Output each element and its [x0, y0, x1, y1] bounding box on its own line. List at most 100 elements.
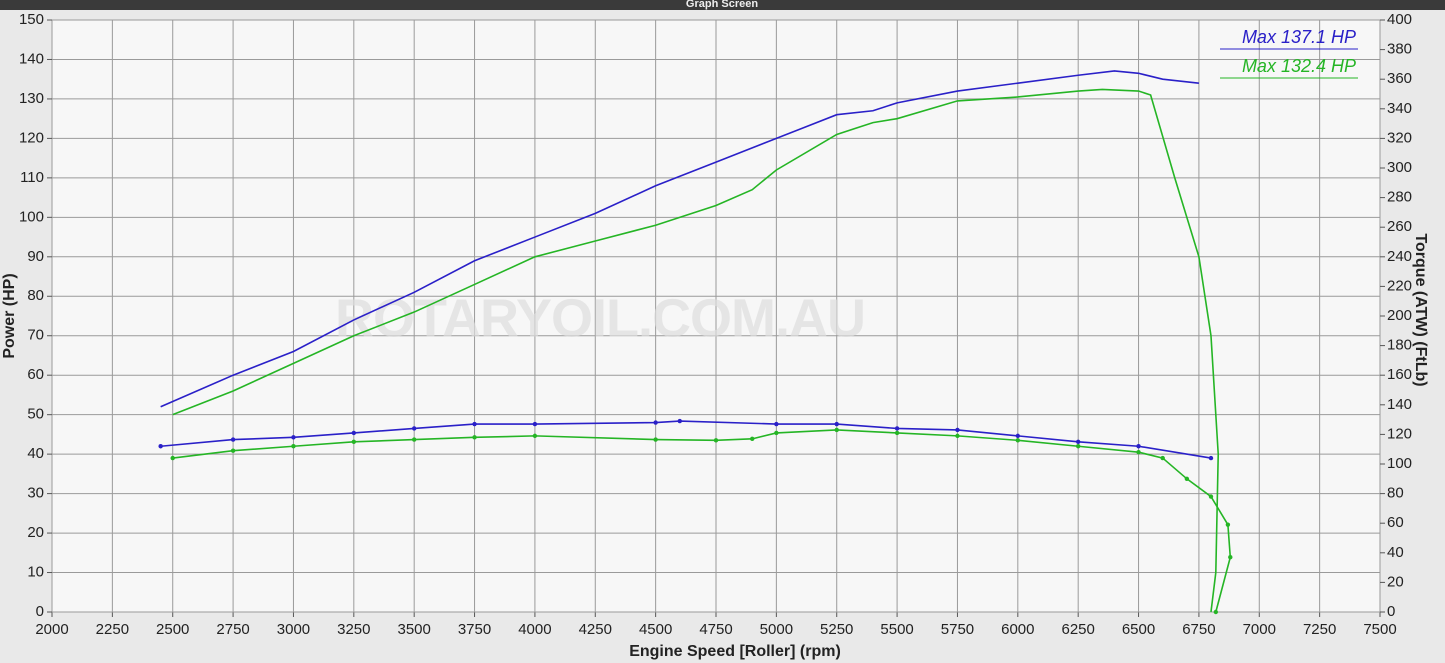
y-tick-label: 0 — [36, 603, 44, 620]
x-tick-label: 2750 — [216, 621, 249, 638]
x-tick-label: 7250 — [1303, 621, 1336, 638]
point — [653, 437, 658, 442]
y-tick-label: 60 — [27, 366, 44, 383]
x-tick-label: 4500 — [639, 621, 672, 638]
point — [170, 455, 175, 461]
y2-tick-label: 240 — [1387, 248, 1412, 265]
y2-tick-label: 40 — [1387, 544, 1404, 561]
x-axis-title: Engine Speed [Roller] (rpm) — [629, 643, 841, 660]
x-tick-label: 6250 — [1061, 621, 1094, 638]
point — [411, 426, 417, 431]
y-tick-label: 80 — [27, 287, 44, 304]
x-tick-label: 3750 — [458, 621, 491, 638]
x-tick-label: 3000 — [277, 621, 310, 638]
y2-tick-label: 300 — [1387, 159, 1412, 176]
point — [1015, 438, 1021, 443]
x-tick-label: 6000 — [1001, 621, 1034, 638]
y-tick-label: 150 — [19, 11, 44, 28]
point — [713, 438, 719, 443]
x-tick-label: 6500 — [1122, 621, 1155, 638]
x-tick-label: 4750 — [699, 621, 732, 638]
series-line — [160, 70, 1199, 408]
window-title: Graph Screen — [686, 0, 758, 10]
series-line — [172, 88, 1220, 613]
point — [677, 418, 682, 424]
point — [1225, 522, 1231, 527]
x-tick-label: 5250 — [820, 621, 853, 638]
point — [955, 427, 960, 433]
y-tick-label: 100 — [19, 208, 44, 225]
y2-tick-label: 200 — [1387, 307, 1412, 324]
y-tick-label: 50 — [27, 406, 44, 423]
point — [750, 436, 755, 442]
y2-tick-label: 160 — [1387, 366, 1412, 383]
x-tick-label: 5000 — [760, 621, 793, 638]
y2-tick-label: 320 — [1387, 129, 1412, 146]
x-tick-label: 2500 — [156, 621, 189, 638]
point — [774, 430, 779, 436]
point — [472, 435, 477, 440]
x-tick-label: 5500 — [880, 621, 913, 638]
x-tick-label: 3250 — [337, 621, 370, 638]
x-tick-label: 4250 — [579, 621, 612, 638]
point — [1075, 444, 1081, 449]
x-tick-label: 7500 — [1363, 621, 1396, 638]
x-tick-label: 4000 — [518, 621, 551, 638]
y-tick-label: 120 — [19, 129, 44, 146]
point — [1208, 494, 1214, 499]
y2-tick-label: 20 — [1387, 573, 1404, 590]
y2-tick-label: 340 — [1387, 100, 1412, 117]
y-tick-label: 40 — [27, 445, 44, 462]
point — [1136, 449, 1141, 455]
y2-tick-label: 140 — [1387, 396, 1412, 413]
x-tick-label: 6750 — [1182, 621, 1215, 638]
y-tick-label: 130 — [19, 90, 44, 107]
annotation: Max 137.1 HP — [1242, 27, 1356, 47]
y-tick-label: 90 — [27, 248, 44, 265]
x-tick-label: 7000 — [1243, 621, 1276, 638]
y2-tick-label: 380 — [1387, 41, 1412, 58]
y-tick-label: 70 — [27, 327, 44, 344]
y2-tick-label: 280 — [1387, 189, 1412, 206]
y2-tick-label: 60 — [1387, 514, 1404, 531]
point — [834, 421, 839, 427]
x-tick-label: 2000 — [35, 621, 68, 638]
y2-tick-label: 360 — [1387, 70, 1412, 87]
point — [158, 444, 163, 449]
y-tick-label: 20 — [27, 524, 44, 541]
y2-tick-label: 0 — [1387, 603, 1395, 620]
point — [1015, 433, 1021, 439]
y2-axis-title: Torque (ATW) (FtLb) — [1412, 233, 1429, 386]
point — [411, 437, 417, 442]
point — [894, 426, 900, 431]
point — [230, 448, 236, 453]
y-tick-label: 110 — [20, 169, 44, 186]
point — [351, 439, 357, 444]
y-tick-label: 10 — [27, 564, 44, 581]
point — [653, 420, 658, 425]
point — [894, 430, 900, 436]
point — [291, 444, 296, 449]
watermark: ROTARYOIL.COM.AU — [335, 288, 865, 348]
point — [291, 435, 296, 440]
y2-tick-label: 100 — [1387, 455, 1412, 472]
y-tick-label: 30 — [27, 485, 44, 502]
x-tick-label: 5750 — [941, 621, 974, 638]
point — [1213, 609, 1219, 615]
point — [955, 433, 960, 439]
x-tick-label: 3500 — [397, 621, 430, 638]
y2-tick-label: 260 — [1387, 218, 1412, 235]
annotation: Max 132.4 HP — [1242, 56, 1356, 76]
y2-tick-label: 220 — [1387, 277, 1412, 294]
point — [1075, 439, 1081, 444]
point — [351, 430, 357, 436]
point — [472, 421, 477, 427]
point — [774, 421, 779, 427]
x-tick-label: 2250 — [96, 621, 129, 638]
point — [230, 437, 236, 442]
point — [1136, 444, 1141, 449]
title-bar — [0, 0, 1445, 10]
y2-tick-label: 180 — [1387, 337, 1412, 354]
y-tick-label: 140 — [19, 50, 44, 67]
